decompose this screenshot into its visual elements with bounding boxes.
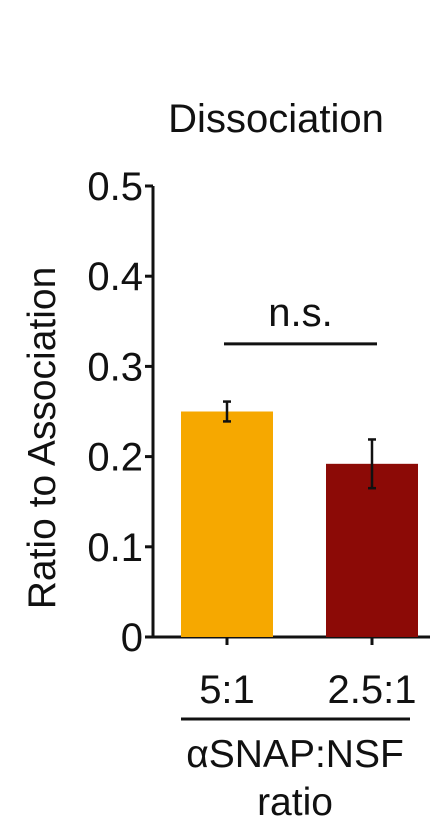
error-bar xyxy=(368,438,376,490)
y-tick-label: 0 xyxy=(121,616,143,660)
annotations: n.s. xyxy=(224,291,377,346)
bar xyxy=(181,411,273,637)
bar xyxy=(326,463,418,637)
y-tick-label: 0.3 xyxy=(87,345,143,389)
y-tick-label: 0.5 xyxy=(87,165,143,209)
y-tick-label: 0.2 xyxy=(87,436,143,480)
significance-label: n.s. xyxy=(268,291,332,335)
bars xyxy=(181,411,418,637)
chart-title: Dissociation xyxy=(168,97,384,141)
error-bar xyxy=(223,400,231,423)
x-axis-label-line-1: αSNAP:NSF xyxy=(186,733,404,776)
x-axis-label-line-2: ratio xyxy=(257,781,333,824)
y-axis-label: Ratio to Association xyxy=(21,267,64,610)
y-tick-label: 0.1 xyxy=(87,526,143,570)
y-tick-label: 0.4 xyxy=(87,255,143,299)
x-tick-label: 5:1 xyxy=(199,668,255,712)
error-bars xyxy=(223,400,376,490)
x-tick-label: 2.5:1 xyxy=(328,668,417,712)
axes: 0 0.1 0.2 0.3 0.4 0.5 5:1 2.5:1 xyxy=(87,165,430,712)
